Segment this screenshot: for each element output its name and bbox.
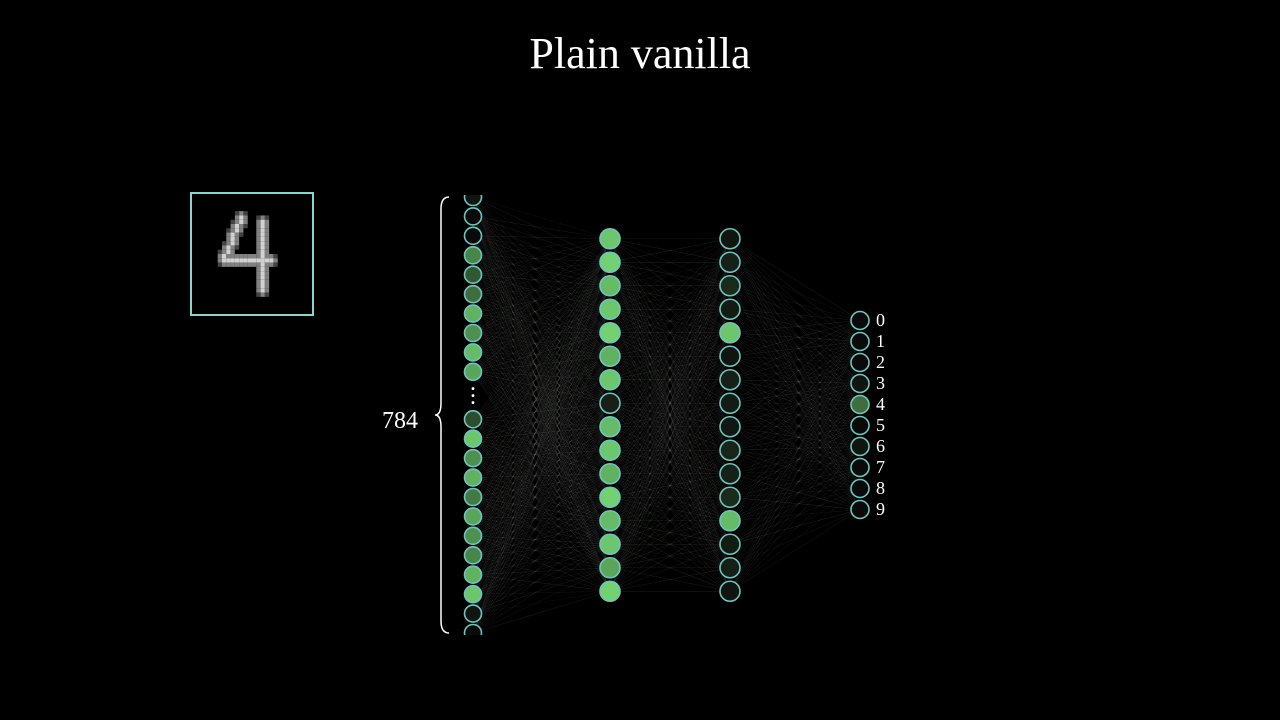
output-label-0: 0 (876, 310, 885, 331)
output-label-8: 8 (876, 478, 885, 499)
output-label-3: 3 (876, 373, 885, 394)
output-label-2: 2 (876, 352, 885, 373)
output-label-5: 5 (876, 415, 885, 436)
input-digit-image (190, 192, 314, 316)
output-label-7: 7 (876, 457, 885, 478)
input-neuron-count-label: 784 (382, 408, 418, 435)
output-label-1: 1 (876, 331, 885, 352)
output-label-4: 4 (876, 394, 885, 415)
output-label-9: 9 (876, 499, 885, 520)
neural-network-diagram (455, 195, 910, 635)
page-title: Plain vanilla (0, 28, 1280, 79)
curly-brace (433, 195, 453, 635)
digit-pixels-svg (192, 194, 312, 314)
output-label-6: 6 (876, 436, 885, 457)
